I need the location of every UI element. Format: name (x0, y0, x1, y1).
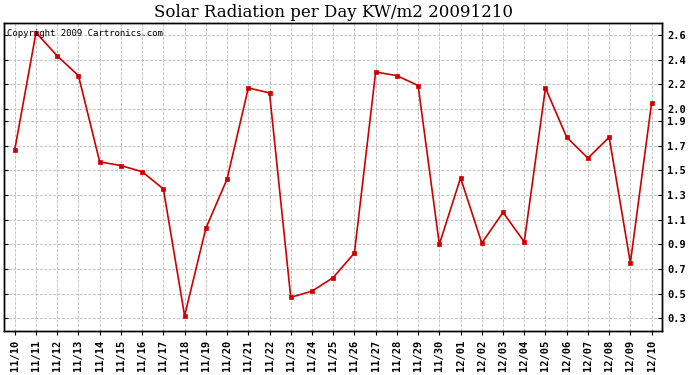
Text: Copyright 2009 Cartronics.com: Copyright 2009 Cartronics.com (8, 29, 164, 38)
Title: Solar Radiation per Day KW/m2 20091210: Solar Radiation per Day KW/m2 20091210 (154, 4, 513, 21)
